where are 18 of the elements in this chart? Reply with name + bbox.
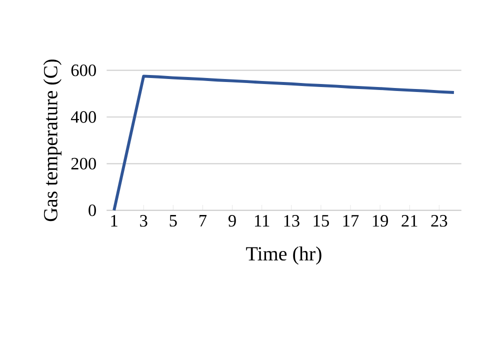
- x-tick-label: 11: [255, 215, 270, 226]
- x-tick-label: 3: [140, 215, 148, 227]
- x-tick-label: 1: [111, 215, 118, 226]
- x-tick-label: 9: [228, 215, 236, 227]
- y-tick-label: 200: [71, 158, 96, 170]
- y-tick-label: 600: [71, 64, 96, 76]
- x-tick-label: 23: [431, 215, 448, 227]
- x-tick-label: 15: [314, 215, 329, 227]
- y-axis-title: Gas temperature (C): [43, 60, 62, 222]
- y-tick-label: 400: [70, 111, 96, 123]
- x-tick-label: 17: [343, 215, 359, 226]
- y-tick-label: 0: [88, 204, 96, 216]
- x-tick-label: 13: [284, 215, 300, 227]
- x-tick-label: 21: [402, 215, 418, 227]
- x-tick-label: 19: [372, 215, 388, 227]
- x-tick-label: 7: [200, 215, 207, 226]
- x-tick-label: 5: [170, 215, 177, 227]
- x-axis-title: Time (hr): [246, 246, 322, 265]
